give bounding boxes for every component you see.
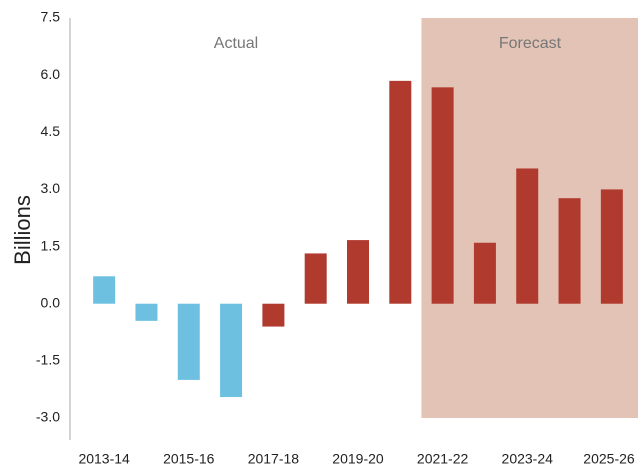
- bar: [347, 240, 369, 304]
- x-tick-label: 2021-22: [417, 451, 469, 467]
- y-tick-label: 4.5: [41, 123, 61, 139]
- bar: [177, 303, 200, 380]
- x-tick-label: 2025-26: [583, 451, 635, 467]
- bar: [389, 80, 412, 304]
- bar: [262, 303, 285, 327]
- bar: [304, 253, 327, 304]
- bar: [431, 87, 454, 304]
- y-tick-label: 3.0: [41, 180, 61, 196]
- x-tick-label: 2013-14: [78, 451, 130, 467]
- y-tick-label: 6.0: [41, 66, 61, 82]
- bar: [473, 242, 496, 304]
- bar: [93, 276, 116, 304]
- y-tick-label: 7.5: [41, 9, 61, 25]
- bar: [516, 168, 539, 304]
- bar: [220, 303, 243, 398]
- x-tick-label: 2015-16: [163, 451, 215, 467]
- y-tick-label: -1.5: [36, 352, 60, 368]
- y-tick-label: 1.5: [41, 237, 61, 253]
- y-tick-label: -3.0: [36, 409, 60, 425]
- x-tick-label: 2017-18: [248, 451, 300, 467]
- x-tick-label: 2019-20: [332, 451, 384, 467]
- annotation: Forecast: [499, 35, 562, 52]
- annotation: Actual: [214, 35, 258, 52]
- y-tick-label: 0.0: [41, 294, 61, 310]
- bar: [600, 189, 623, 304]
- bar: [135, 303, 158, 321]
- bar: [558, 198, 581, 304]
- y-axis-label: Billions: [10, 195, 35, 265]
- x-tick-label: 2023-24: [502, 451, 554, 467]
